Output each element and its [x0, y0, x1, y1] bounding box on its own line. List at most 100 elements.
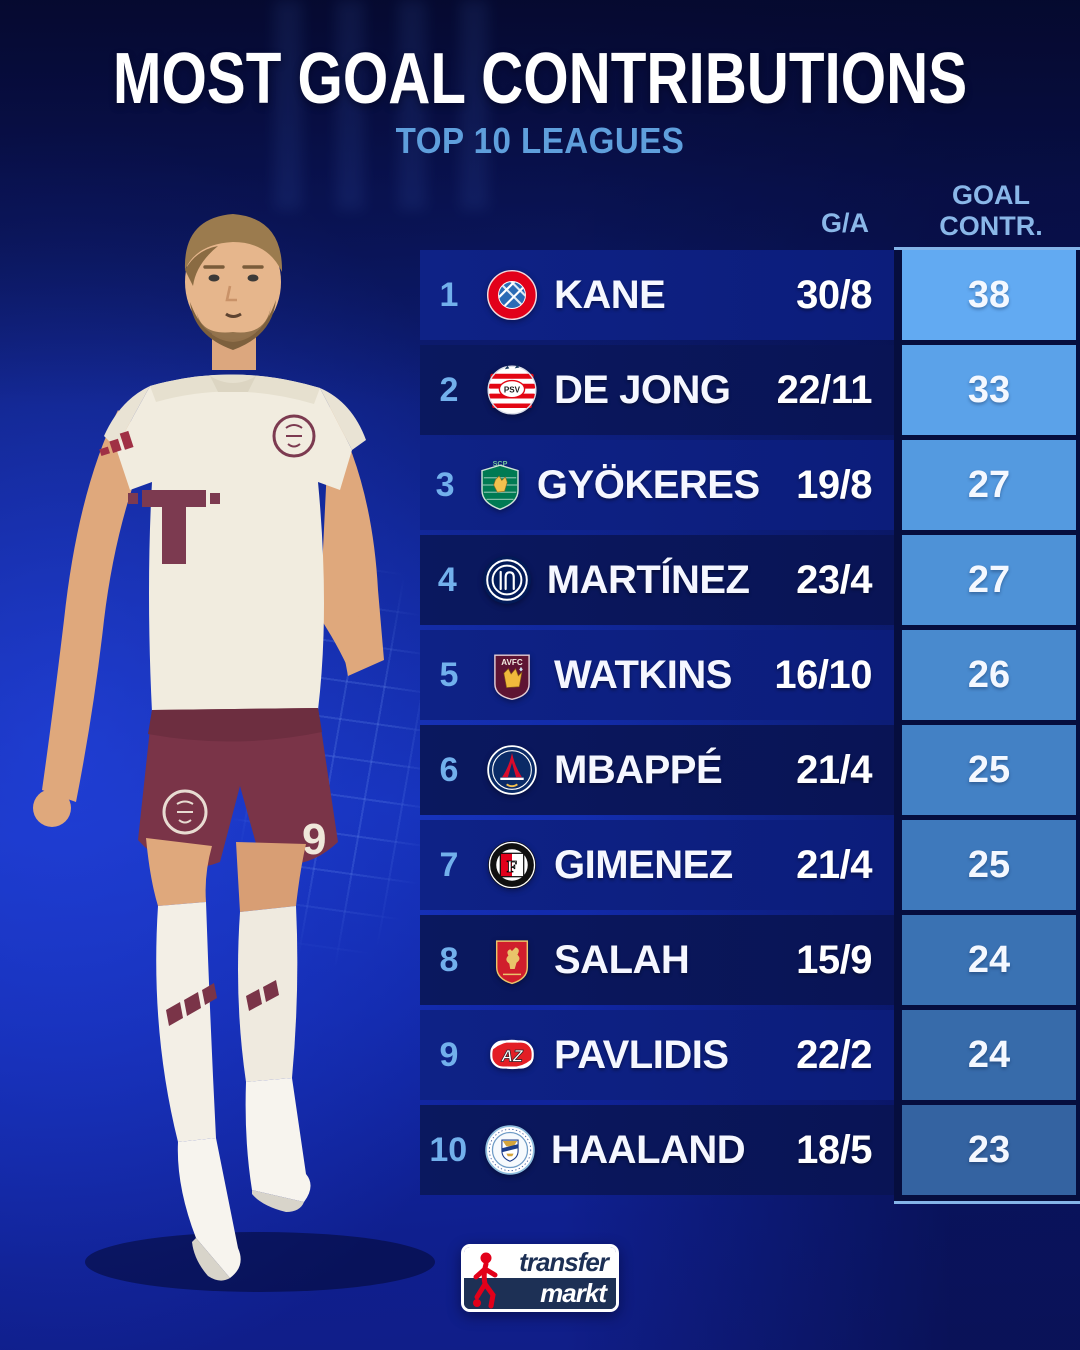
row-rank: 6 — [439, 750, 459, 789]
row-rank: 4 — [437, 560, 457, 599]
page-subtitle: TOP 10 LEAGUES — [395, 120, 685, 161]
row-badge-wrap — [478, 838, 546, 892]
column-divider — [894, 535, 902, 625]
row-badge-wrap — [478, 743, 546, 797]
row-ga-value: 21/4 — [796, 747, 872, 792]
row-badge-wrap — [478, 1028, 546, 1082]
table-row-main: 7 GIMENEZ 21/4 — [420, 820, 894, 910]
background-light-streaks — [240, 0, 500, 210]
inter-milan-badge-icon — [480, 553, 534, 607]
row-player-name: MARTÍNEZ — [546, 557, 750, 602]
manchester-city-badge-icon — [483, 1123, 537, 1177]
table-row: 4 MARTÍNEZ 23/4 27 — [420, 535, 1080, 625]
player-photo: 9 — [33, 214, 435, 1292]
page-title: MOST GOAL CONTRIBUTIONS — [112, 39, 968, 119]
column-divider — [894, 250, 902, 340]
row-player-name: HAALAND — [550, 1127, 746, 1172]
column-divider — [894, 630, 902, 720]
row-rank: 5 — [439, 655, 459, 694]
row-contr-value: 24 — [967, 1033, 1011, 1076]
table-row: 2 DE JONG 22/11 33 — [420, 345, 1080, 435]
row-badge-wrap — [478, 933, 546, 987]
table-row: 5 WATKINS 16/10 26 — [420, 630, 1080, 720]
row-player-name: SALAH — [554, 937, 690, 982]
row-ga-value: 15/9 — [796, 937, 872, 982]
liverpool-badge-icon — [485, 933, 539, 987]
table-row: 1 KANE 30/8 38 — [420, 250, 1080, 340]
table-row-main: 10 HAALAND 18/5 — [420, 1105, 894, 1195]
az-alkmaar-badge-icon — [485, 1028, 539, 1082]
column-divider — [894, 1105, 902, 1195]
row-contr-value: 24 — [967, 938, 1011, 981]
sporting-cp-badge-icon — [473, 458, 527, 512]
row-rank: 9 — [439, 1035, 459, 1074]
table-row: 10 HAALAND 18/5 23 — [420, 1105, 1080, 1195]
table-row-main: 6 MBAPPÉ 21/4 — [420, 725, 894, 815]
row-rank: 3 — [435, 465, 455, 504]
row-player-name: DE JONG — [554, 367, 731, 412]
table-row-main: 4 MARTÍNEZ 23/4 — [420, 535, 894, 625]
logo-text-markt: markt — [540, 1278, 607, 1308]
row-ga-value: 16/10 — [774, 652, 872, 697]
table-row-main: 9 PAVLIDIS 22/2 — [420, 1010, 894, 1100]
row-badge-wrap — [478, 363, 546, 417]
row-rank: 10 — [429, 1130, 468, 1169]
column-divider — [894, 345, 902, 435]
table-row: 9 PAVLIDIS 22/2 24 — [420, 1010, 1080, 1100]
svg-text:9: 9 — [302, 815, 326, 864]
row-badge-wrap — [478, 648, 546, 702]
row-contr-value: 27 — [967, 558, 1011, 601]
row-contr-cell: 24 — [902, 1010, 1076, 1100]
column-header-goal-contr-line1: GOAL — [952, 180, 1030, 210]
table-row: 7 GIMENEZ 21/4 25 — [420, 820, 1080, 910]
row-badge-wrap — [470, 458, 529, 512]
row-badge-wrap — [478, 268, 546, 322]
row-contr-value: 25 — [967, 748, 1011, 791]
column-divider — [894, 820, 902, 910]
transfermarkt-footballer-icon — [473, 1252, 498, 1309]
row-player-name: GIMENEZ — [554, 842, 733, 887]
row-contr-value: 25 — [967, 843, 1011, 886]
column-divider — [894, 725, 902, 815]
table-row-main: 3 GYÖKERES 19/8 — [420, 440, 894, 530]
row-contr-value: 26 — [967, 653, 1011, 696]
psg-badge-icon — [485, 743, 539, 797]
row-ga-value: 30/8 — [796, 272, 872, 317]
column-divider — [894, 440, 902, 530]
row-ga-value: 22/2 — [796, 1032, 872, 1077]
row-player-name: WATKINS — [554, 652, 732, 697]
row-ga-value: 22/11 — [776, 367, 873, 412]
row-contr-value: 23 — [967, 1128, 1011, 1171]
row-contr-cell: 33 — [902, 345, 1076, 435]
column-header-goal-contr-line2: CONTR. — [939, 211, 1043, 241]
bayern-munich-badge-icon — [485, 268, 539, 322]
column-header-goal-contr: GOAL CONTR. — [902, 180, 1080, 242]
table-row-main: 1 KANE 30/8 — [420, 250, 894, 340]
feyenoord-badge-icon — [485, 838, 539, 892]
row-rank: 8 — [439, 940, 459, 979]
row-ga-value: 23/4 — [796, 557, 872, 602]
ranking-table: 1 KANE 30/8 38 2 DE JONG 22/11 33 3 — [420, 247, 1080, 1204]
column-divider — [894, 915, 902, 1005]
row-ga-value: 21/4 — [796, 842, 872, 887]
row-badge-wrap — [475, 553, 539, 607]
table-row: 8 SALAH 15/9 24 — [420, 915, 1080, 1005]
table-row-main: 2 DE JONG 22/11 — [420, 345, 894, 435]
transfermarkt-logo: transfer markt — [461, 1244, 619, 1312]
row-ga-value: 19/8 — [796, 462, 873, 507]
row-contr-cell: 25 — [902, 820, 1076, 910]
aston-villa-badge-icon — [485, 648, 539, 702]
row-contr-cell: 38 — [902, 250, 1076, 340]
logo-text-transfer: transfer — [519, 1247, 609, 1277]
row-contr-cell: 27 — [902, 535, 1076, 625]
row-contr-cell: 24 — [902, 915, 1076, 1005]
row-contr-value: 33 — [967, 368, 1011, 411]
table-row-main: 8 SALAH 15/9 — [420, 915, 894, 1005]
row-rank: 1 — [439, 275, 459, 314]
row-contr-cell: 23 — [902, 1105, 1076, 1195]
column-divider — [894, 1010, 902, 1100]
table-rows: 1 KANE 30/8 38 2 DE JONG 22/11 33 3 — [420, 250, 1080, 1195]
table-row: 6 MBAPPÉ 21/4 25 — [420, 725, 1080, 815]
row-contr-cell: 25 — [902, 725, 1076, 815]
